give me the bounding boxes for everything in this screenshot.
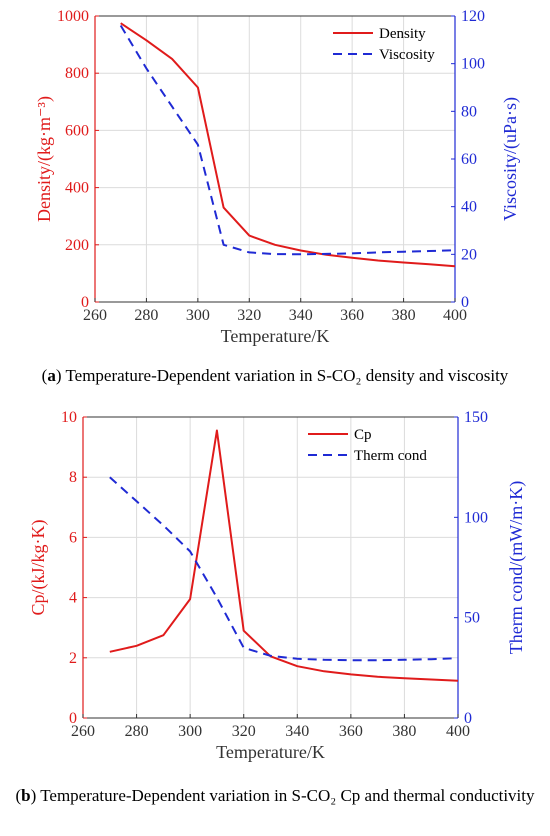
legend-label: Cp	[354, 427, 372, 443]
x-axis-label: Temperature/K	[221, 326, 330, 346]
y-left-axis-label: Cp/(kJ/kg·K)	[28, 520, 49, 616]
y-right-tick-label: 100	[464, 509, 488, 526]
y-left-tick-label: 0	[81, 294, 89, 311]
y-right-tick-label: 0	[464, 710, 472, 727]
y-left-tick-label: 8	[69, 469, 77, 486]
x-tick-label: 280	[125, 723, 149, 740]
caption-a: (a) Temperature-Dependent variation in S…	[41, 366, 509, 385]
x-tick-label: 320	[237, 307, 261, 324]
legend-label: Therm cond	[354, 448, 427, 464]
series-line-viscosity	[119, 24, 456, 256]
y-right-tick-label: 20	[461, 246, 477, 263]
chart-panel-a: 260 280 300 320 340 360 380 4000200400600800100…	[34, 8, 521, 346]
x-tick-label: 360	[339, 723, 363, 740]
series-line-therm-cond	[109, 476, 459, 662]
y-left-tick-label: 6	[69, 529, 77, 546]
y-left-tick-label: 600	[65, 122, 89, 139]
y-right-axis-label: Therm cond/(mW/m·K)	[506, 481, 527, 654]
caption-a-text: Temperature-Dependent variation in S-CO₂…	[65, 366, 509, 385]
x-tick-label: 260	[83, 307, 107, 324]
legend-label: Density	[379, 26, 426, 42]
caption-a-label: a	[47, 366, 56, 385]
x-tick-label: 340	[285, 723, 309, 740]
legend-label: Viscosity	[379, 47, 435, 63]
x-tick-label: 300	[178, 723, 202, 740]
y-left-tick-label: 0	[69, 710, 77, 727]
y-left-tick-label: 10	[61, 409, 77, 426]
y-right-tick-label: 80	[461, 103, 477, 120]
y-right-tick-label: 100	[461, 56, 485, 73]
y-right-tick-label: 0	[461, 294, 469, 311]
series-line-cp	[109, 429, 459, 682]
y-right-tick-label: 120	[461, 8, 485, 25]
x-tick-label: 320	[232, 723, 256, 740]
chart-panel-b: 260 280 300 320 340 360 380 4000246810050100150…	[28, 409, 527, 762]
x-tick-label: 380	[392, 307, 416, 324]
y-left-axis-label: Density/(kg·m⁻³)	[34, 96, 55, 222]
y-right-axis-label: Viscosity/(uPa·s)	[500, 97, 521, 221]
x-axis-label: Temperature/K	[216, 742, 325, 762]
x-tick-label: 360	[340, 307, 364, 324]
y-right-tick-label: 60	[461, 151, 477, 168]
x-tick-label: 280	[134, 307, 158, 324]
caption-b-text: Temperature-Dependent variation in S-CO₂…	[40, 786, 535, 805]
y-left-tick-label: 1000	[57, 8, 89, 25]
x-tick-label: 400	[443, 307, 467, 324]
y-right-tick-label: 40	[461, 199, 477, 216]
y-left-tick-label: 200	[65, 237, 89, 254]
y-left-tick-label: 2	[69, 650, 77, 667]
x-tick-label: 300	[186, 307, 210, 324]
y-left-tick-label: 800	[65, 65, 89, 82]
y-left-tick-label: 4	[69, 590, 77, 607]
y-right-tick-label: 50	[464, 610, 480, 627]
x-tick-label: 340	[289, 307, 313, 324]
caption-b: (b) Temperature-Dependent variation in S…	[15, 786, 535, 805]
y-right-tick-label: 150	[464, 409, 488, 426]
x-tick-label: 400	[446, 723, 470, 740]
series-line-density	[120, 22, 456, 268]
x-tick-label: 380	[392, 723, 416, 740]
caption-b-label: b	[21, 786, 31, 805]
x-tick-label: 260	[71, 723, 95, 740]
y-left-tick-label: 400	[65, 180, 89, 197]
